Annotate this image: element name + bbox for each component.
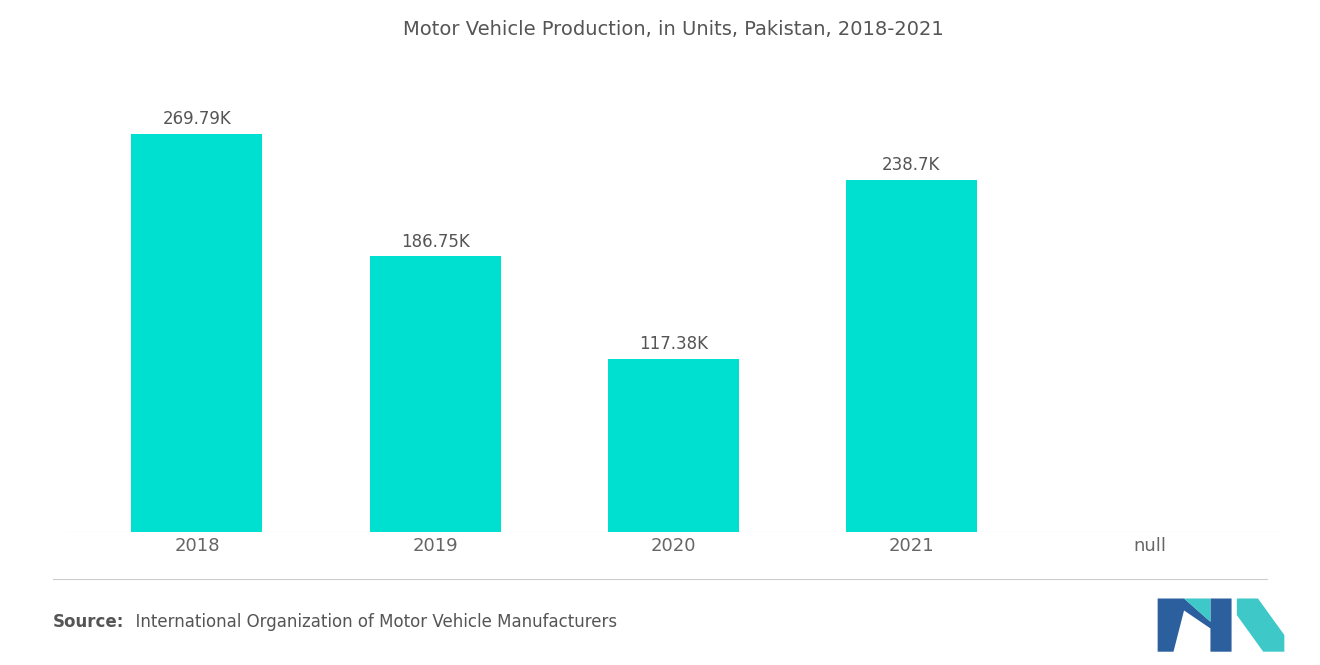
- Text: 269.79K: 269.79K: [162, 110, 231, 128]
- Text: 117.38K: 117.38K: [639, 335, 708, 353]
- Text: Source:: Source:: [53, 612, 124, 631]
- Text: 238.7K: 238.7K: [882, 156, 941, 174]
- Text: 186.75K: 186.75K: [401, 233, 470, 251]
- Bar: [607, 359, 739, 532]
- Text: International Organization of Motor Vehicle Manufacturers: International Organization of Motor Vehi…: [125, 612, 618, 631]
- Polygon shape: [1184, 598, 1210, 622]
- Polygon shape: [1237, 598, 1284, 652]
- Title: Motor Vehicle Production, in Units, Pakistan, 2018-2021: Motor Vehicle Production, in Units, Paki…: [403, 20, 944, 39]
- Polygon shape: [1158, 598, 1232, 652]
- Bar: [370, 257, 500, 532]
- Bar: [846, 180, 977, 532]
- Bar: [132, 134, 263, 532]
